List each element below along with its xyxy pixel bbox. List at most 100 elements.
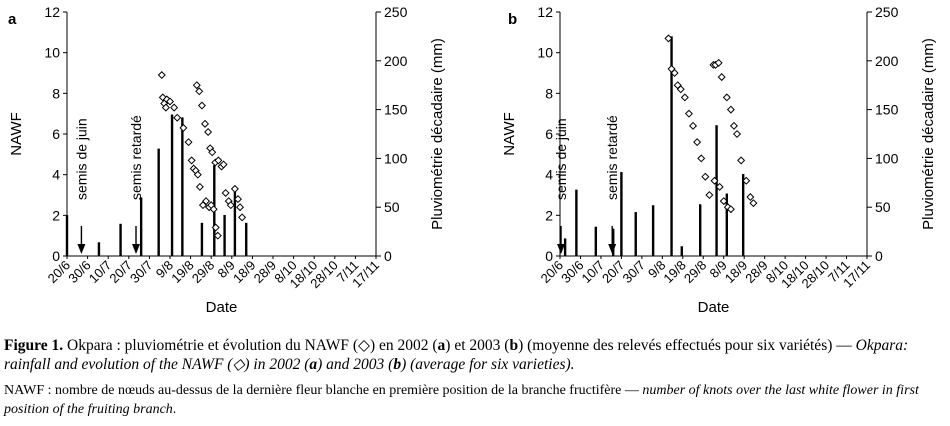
nawf-point <box>197 101 206 110</box>
right-tick-label: 0 <box>875 248 883 264</box>
nawf-point <box>733 129 742 139</box>
caption-en-1: Okpara: rainfall and evolution of the NA… <box>4 337 909 373</box>
caption-en-b: b <box>393 356 402 373</box>
figure-caption: Figure 1. Okpara : pluviométrie et évolu… <box>4 336 944 374</box>
sowing-annotation: semis retardé <box>604 115 620 200</box>
right-tick-label: 250 <box>875 4 899 20</box>
nawf-point <box>208 148 217 157</box>
panel-label: a <box>8 11 17 28</box>
nawf-point <box>209 205 218 214</box>
nawf-point <box>230 184 239 193</box>
rainfall-bar <box>680 246 683 256</box>
right-tick-label: 150 <box>384 102 408 118</box>
x-axis-label: Date <box>206 299 238 316</box>
nawf-point <box>187 156 196 165</box>
rainfall-bar <box>725 193 729 256</box>
y-axis-label-right: Pluviométrie décadaire (mm) <box>429 38 446 230</box>
nawf-point <box>213 231 222 240</box>
x-tick-label: 30/7 <box>619 258 648 287</box>
nawf-point <box>195 87 204 96</box>
figure-note: NAWF : nombre de nœuds au-dessus de la d… <box>4 381 944 419</box>
nawf-point <box>236 203 245 212</box>
rainfall-bar <box>223 215 226 256</box>
caption-en-2: ) and 2003 ( <box>317 356 394 373</box>
nawf-point <box>161 103 170 112</box>
left-tick-label: 0 <box>545 248 553 264</box>
nawf-point <box>173 113 182 122</box>
nawf-point <box>204 127 213 136</box>
nawf-point <box>697 154 706 163</box>
rainfall-bar <box>563 238 567 256</box>
nawf-point <box>715 182 724 191</box>
right-tick-label: 50 <box>384 199 400 215</box>
rainfall-bar <box>715 125 718 256</box>
rainfall-bar <box>612 228 615 256</box>
nawf-point <box>726 105 735 114</box>
left-tick-label: 0 <box>52 248 60 264</box>
nawf-point <box>701 172 710 181</box>
annotation-arrow-head <box>608 244 617 254</box>
y-axis-label-right: Pluviométrie décadaire (mm) <box>920 38 937 230</box>
nawf-point <box>714 58 723 67</box>
rainfall-bar <box>181 117 184 257</box>
nawf-point <box>170 103 179 112</box>
nawf-point <box>729 121 738 130</box>
nawf-point <box>221 188 230 197</box>
y-axis-label-left: NAWF <box>8 112 25 156</box>
right-tick-label: 200 <box>875 53 899 69</box>
nawf-point <box>693 138 702 147</box>
left-tick-label: 6 <box>545 126 553 142</box>
nawf-point <box>737 156 746 165</box>
nawf-point <box>233 195 242 204</box>
left-tick-label: 2 <box>545 207 553 223</box>
nawf-point <box>680 93 689 102</box>
right-tick-label: 200 <box>384 53 408 69</box>
caption-fr-a: a <box>437 337 446 354</box>
caption-fr-2: ) et 2003 ( <box>445 337 510 354</box>
sowing-annotation: semis de juin <box>73 118 89 200</box>
left-tick-label: 12 <box>537 4 553 20</box>
nawf-point <box>214 156 223 165</box>
right-tick-label: 150 <box>875 102 899 118</box>
rainfall-bar <box>698 204 702 256</box>
x-tick-label: 29/8 <box>681 258 710 287</box>
note-end: . <box>172 402 177 417</box>
x-tick-label: 30/7 <box>127 258 156 287</box>
rainfall-bar <box>741 174 745 256</box>
chart-panel-a: a 0 2 4 6 8 10 12 0 50 100 150 200 250 NAWF Pluviométri… <box>8 4 446 316</box>
left-tick-label: 10 <box>537 45 553 61</box>
x-axis-label: Date <box>698 299 730 316</box>
left-tick-label: 10 <box>44 45 60 61</box>
nawf-point <box>676 85 685 94</box>
nawf-point <box>179 123 188 132</box>
right-tick-label: 100 <box>384 150 408 166</box>
annotation-arrow-head <box>77 244 86 254</box>
rainfall-bar <box>634 212 637 256</box>
caption-en-3: ) (average for six varieties). <box>401 356 575 373</box>
nawf-point <box>742 176 751 185</box>
nawf-point <box>749 199 758 208</box>
rainfall-bar <box>594 226 598 256</box>
y-axis-label-left: NAWF <box>501 112 518 156</box>
right-tick-label: 0 <box>384 248 392 264</box>
nawf-point <box>202 197 211 206</box>
rainfall-bar <box>620 172 623 256</box>
left-tick-label: 6 <box>52 126 60 142</box>
nawf-point <box>184 138 193 147</box>
rainfall-bar <box>119 223 122 256</box>
caption-fr-b: b <box>509 337 519 354</box>
rainfall-bar <box>245 222 248 256</box>
nawf-point <box>193 170 202 179</box>
caption-fr-3: ) (moyenne des relevés effectués pour si… <box>518 337 856 354</box>
nawf-point <box>219 160 228 169</box>
rainfall-bar <box>200 222 204 256</box>
left-tick-label: 12 <box>44 4 60 20</box>
nawf-point <box>192 81 201 90</box>
nawf-point <box>717 73 726 82</box>
nawf-point <box>684 109 693 118</box>
panel-label: b <box>508 11 517 28</box>
annotation-arrow-head <box>132 244 141 254</box>
caption-fr-1: Okpara : pluviométrie et évolution du NA… <box>63 337 438 354</box>
nawf-point <box>195 182 204 191</box>
right-tick-label: 250 <box>384 4 408 20</box>
